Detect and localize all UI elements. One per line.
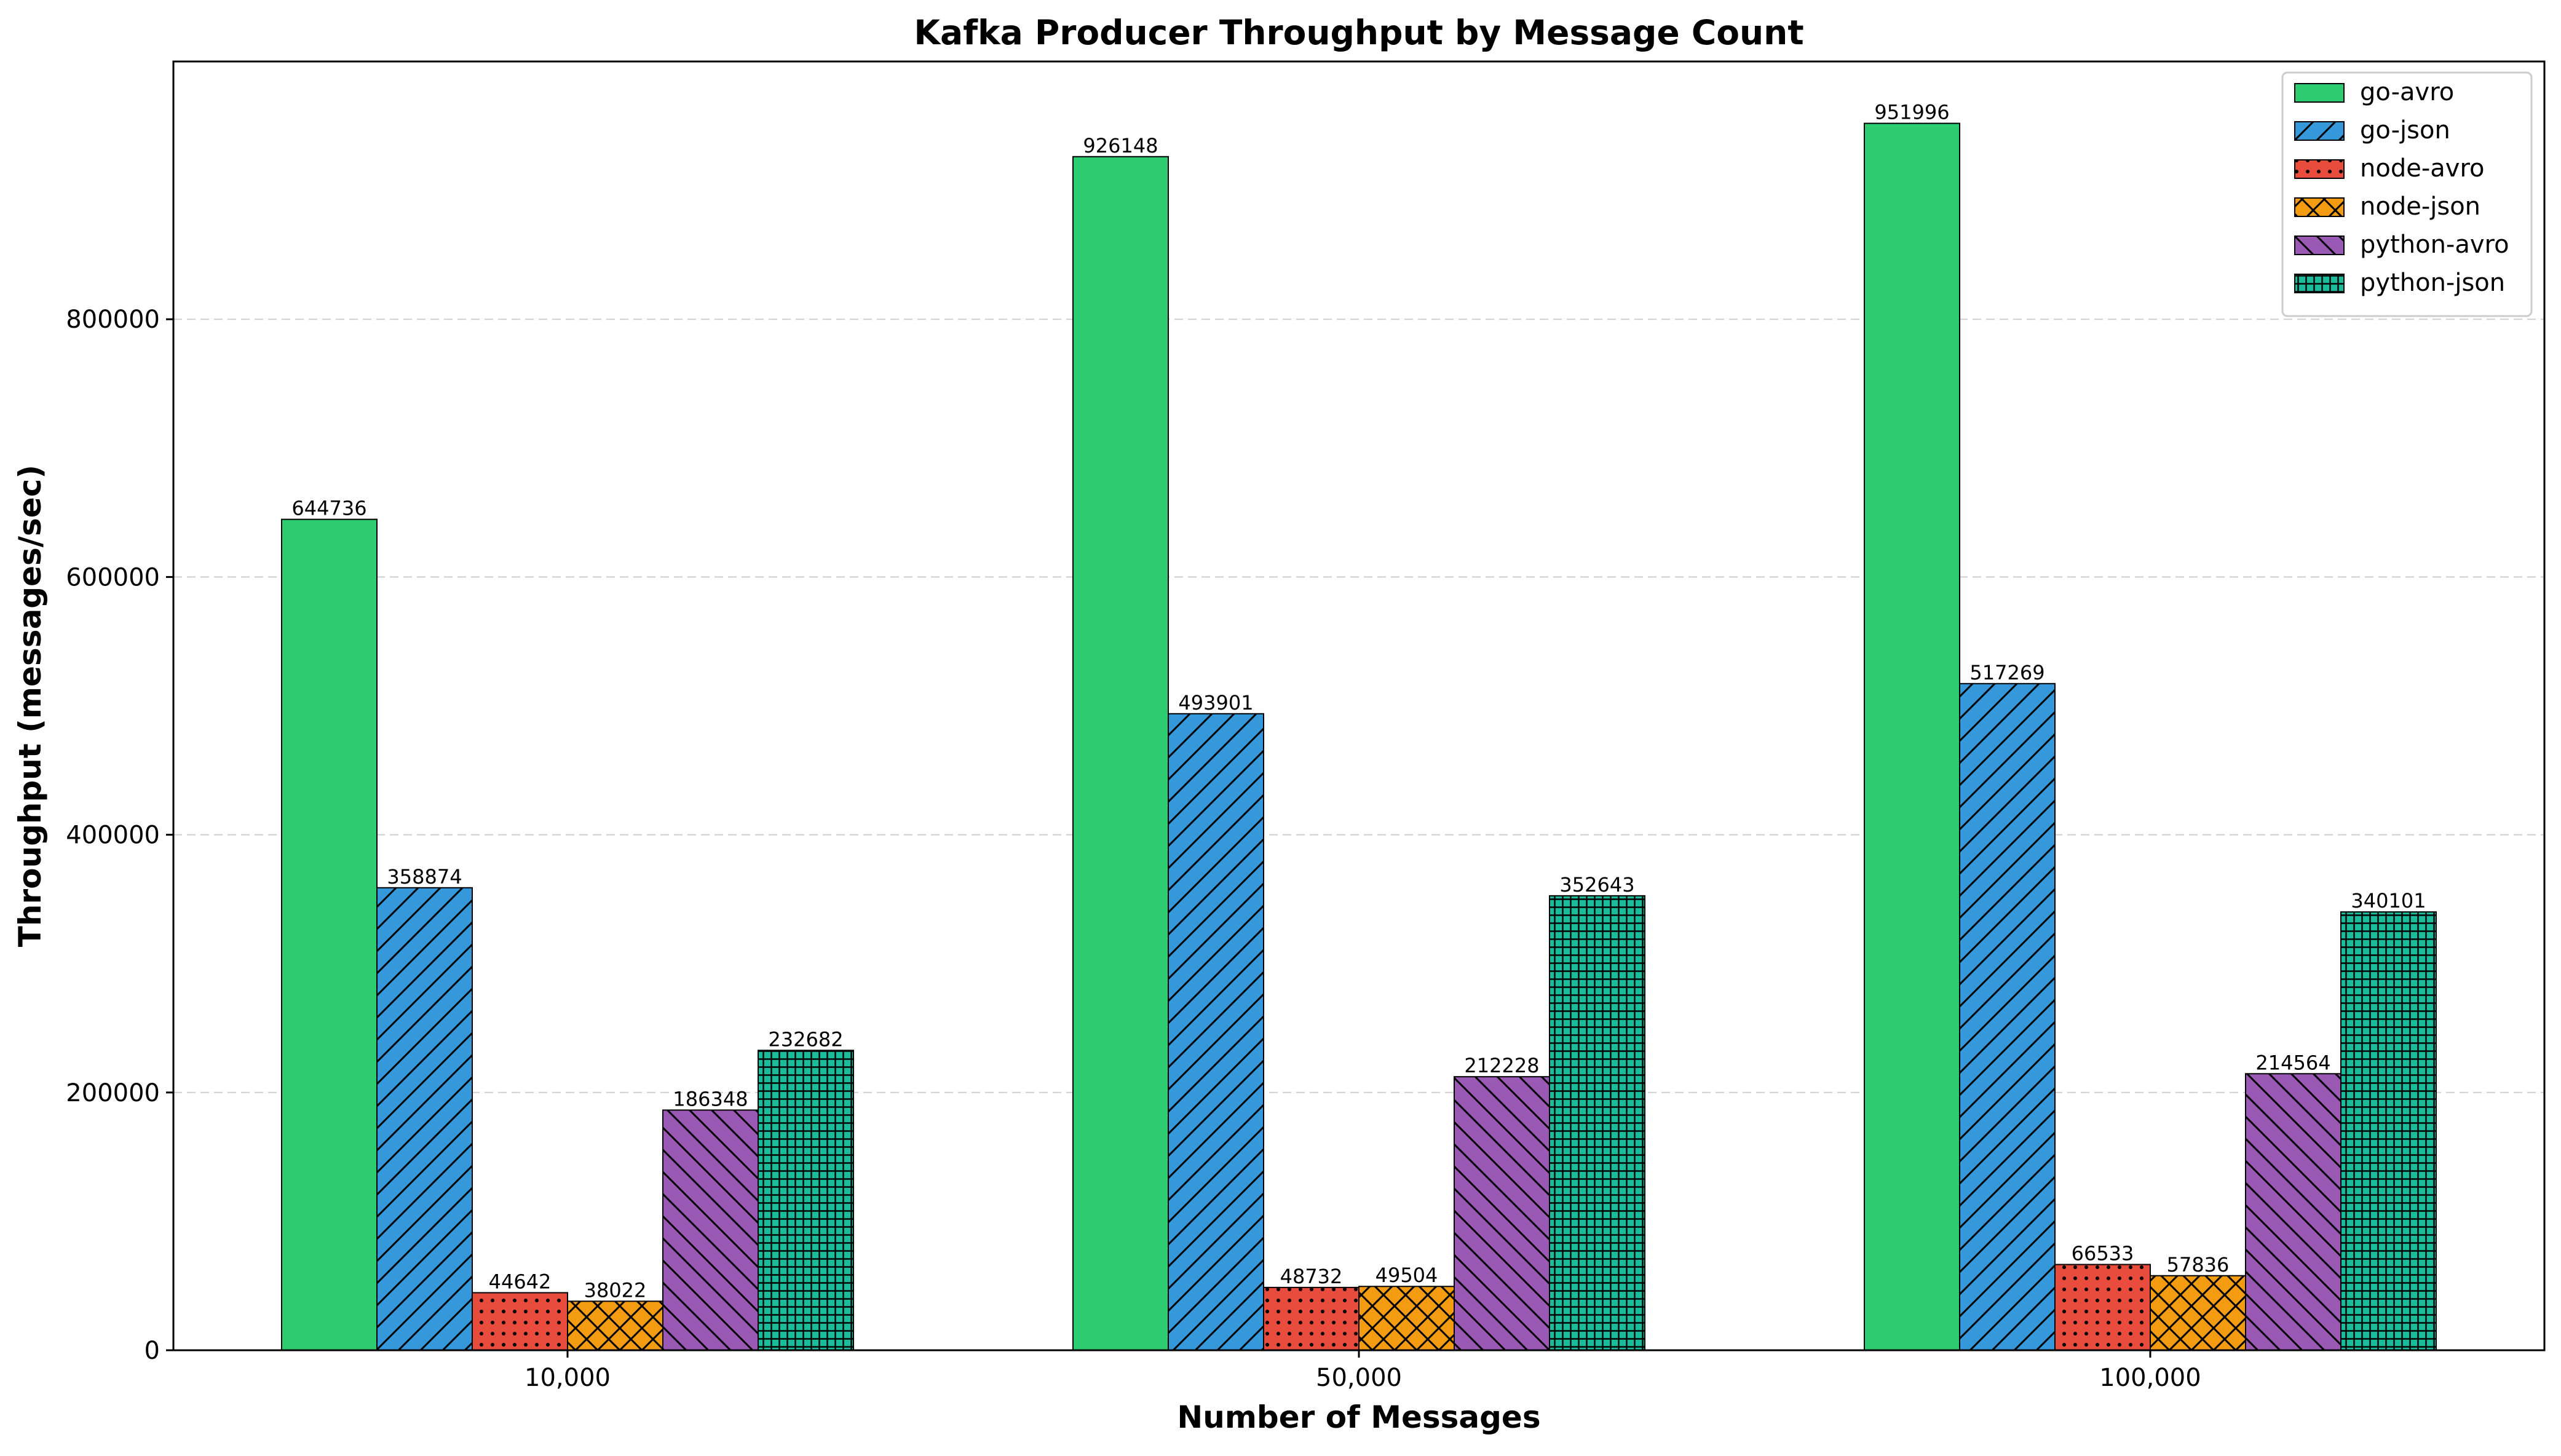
data-label-python-avro-0: 186348 [673,1087,748,1110]
legend-item-node-json: node-json [2294,192,2480,221]
legend-item-go-json: go-json [2294,116,2450,144]
legend-label: python-json [2360,269,2505,297]
bar-go-json-1 [1168,713,1264,1351]
legend-item-node-avro: node-avro [2294,154,2484,183]
bar-python-json-1 [1549,895,1645,1351]
legend-label: node-avro [2360,154,2484,183]
bar-python-avro-2 [2245,1073,2341,1351]
gridlines [173,318,2544,1093]
legend-item-go-avro: go-avro [2294,78,2454,106]
data-label-python-json-1: 352643 [1559,873,1634,896]
bar-python-json-0 [758,1050,854,1351]
x-tick-label: 50,000 [1316,1364,1402,1392]
bar-node-json-1 [1358,1286,1455,1351]
bar-go-avro-2 [1864,122,1960,1351]
data-label-go-json-1: 493901 [1178,691,1253,714]
y-axis-ticks: 0 200000 400000 600000 800000 [66,306,173,1365]
legend-label: node-json [2360,192,2480,221]
legend-label: go-avro [2360,78,2454,106]
legend-item-python-json: python-json [2294,269,2505,297]
bar-go-avro-0 [281,518,378,1351]
y-tick-label: 400000 [66,821,160,850]
y-tick-label: 200000 [66,1079,160,1107]
bars [281,122,2437,1351]
legend-item-python-avro: python-avro [2294,231,2509,259]
bar-node-avro-1 [1263,1286,1360,1351]
y-tick-label: 600000 [66,563,160,592]
legend-frame [2281,71,2533,317]
data-label-go-avro-1: 926148 [1083,134,1158,157]
x-tick-label: 10,000 [524,1364,611,1392]
data-label-go-avro-0: 644736 [291,497,366,520]
x-axis-label: Number of Messages [1177,1399,1540,1435]
legend-swatch [2294,121,2345,141]
data-label-python-json-2: 340101 [2351,889,2426,912]
y-tick-label: 0 [144,1337,160,1365]
legend: go-avro go-json node-avro node-json python-a… [2281,71,2533,317]
bar-go-avro-1 [1072,156,1169,1351]
data-label-node-avro-2: 66533 [2072,1242,2134,1265]
data-label-go-avro-2: 951996 [1874,101,1949,124]
bar-python-avro-0 [662,1109,759,1351]
bar-go-json-2 [1959,682,2056,1351]
bar-python-avro-1 [1454,1076,1550,1351]
legend-swatch [2294,235,2345,255]
data-label-python-avro-2: 214564 [2255,1051,2330,1074]
data-label-node-avro-1: 48732 [1280,1265,1343,1288]
legend-swatch [2294,274,2345,293]
x-axis-ticks: 10,000 50,000 100,000 [524,1350,2201,1392]
data-label-node-avro-0: 44642 [489,1270,552,1293]
legend-label: python-avro [2360,231,2509,259]
x-tick-label: 100,000 [2099,1364,2201,1392]
legend-swatch [2294,159,2345,179]
data-label-node-json-0: 38022 [584,1278,647,1302]
legend-swatch [2294,197,2345,217]
data-labels: 644736 358874 44642 38022 186348 232682 926148… [291,101,2426,1302]
y-tick-label: 800000 [66,306,160,334]
bar-node-json-0 [567,1300,663,1351]
data-label-node-json-1: 49504 [1375,1264,1438,1287]
legend-swatch [2294,83,2345,103]
chart-title: Kafka Producer Throughput by Message Cou… [914,13,1803,52]
bar-node-json-2 [2150,1275,2246,1351]
data-label-go-json-0: 358874 [387,865,462,888]
legend-label: go-json [2360,116,2450,144]
bar-python-json-2 [2340,911,2437,1351]
data-label-go-json-2: 517269 [1969,661,2044,684]
data-label-python-json-0: 232682 [768,1027,843,1051]
data-label-node-json-2: 57836 [2167,1253,2230,1276]
y-axis-label: Throughput (messages/sec) [12,465,48,947]
bar-node-avro-2 [2054,1264,2151,1351]
plot-frame [172,60,2546,1351]
bar-node-avro-0 [472,1292,568,1351]
bar-go-json-0 [376,887,473,1351]
data-label-python-avro-1: 212228 [1464,1054,1539,1077]
